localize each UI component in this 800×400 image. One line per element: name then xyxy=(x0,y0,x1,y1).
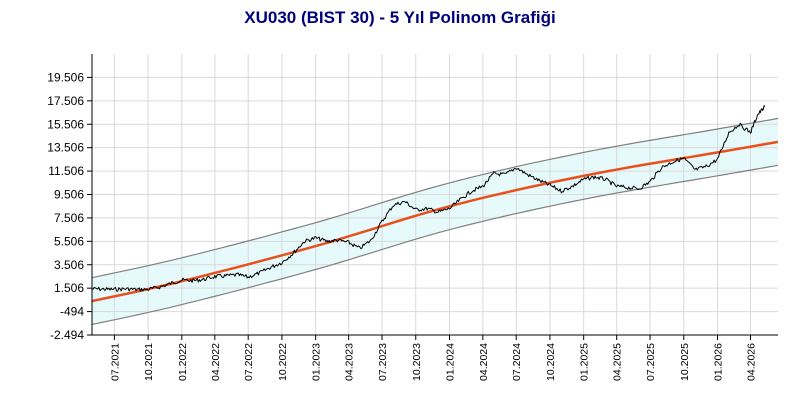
y-tick-label: 7.506 xyxy=(54,211,84,225)
x-tick-label: 07.2024 xyxy=(511,343,523,381)
x-tick-label: 01.2025 xyxy=(579,343,591,381)
x-tick-label: 04.2024 xyxy=(478,343,490,381)
lower-band-line xyxy=(91,164,779,326)
price-line xyxy=(91,105,766,292)
x-tick-label: 01.2026 xyxy=(713,343,725,381)
y-tick-label: 13.506 xyxy=(47,141,84,155)
y-tick-label: 5.506 xyxy=(54,234,84,248)
y-tick-label: -2.494 xyxy=(50,328,84,342)
y-tick-label: 3.506 xyxy=(54,258,84,272)
x-tick-label: 01.2024 xyxy=(444,343,456,381)
y-tick-label: 15.506 xyxy=(47,117,84,131)
x-tick-label: 07.2021 xyxy=(109,343,121,381)
x-tick-label: 07.2022 xyxy=(243,343,255,381)
x-tick-label: 04.2023 xyxy=(344,343,356,381)
x-tick-label: 10.2024 xyxy=(545,343,557,381)
x-tick-label: 04.2025 xyxy=(612,343,624,381)
x-tick-label: 04.2022 xyxy=(210,343,222,381)
y-tick-label: 11.506 xyxy=(48,164,84,178)
x-tick-label: 04.2026 xyxy=(746,343,758,381)
y-tick-label: 19.506 xyxy=(47,70,84,84)
y-tick-label: -494 xyxy=(60,305,84,319)
y-tick-label: 9.506 xyxy=(54,188,84,202)
chart-title: XU030 (BIST 30) - 5 Yıl Polinom Grafiği xyxy=(244,8,556,27)
upper-band-line xyxy=(91,117,779,279)
y-tick-label: 1.506 xyxy=(54,281,84,295)
x-tick-label: 07.2025 xyxy=(645,343,657,381)
x-tick-label: 01.2023 xyxy=(311,343,323,381)
y-tick-label: 17.506 xyxy=(47,94,84,108)
x-tick-label: 07.2023 xyxy=(377,343,389,381)
polynomial-fit-line xyxy=(91,140,779,303)
x-tick-label: 10.2025 xyxy=(679,343,691,381)
x-tick-label: 10.2021 xyxy=(143,343,155,381)
x-tick-label: 10.2022 xyxy=(277,343,289,381)
x-tick-label: 10.2023 xyxy=(411,343,423,381)
channel-band-fill xyxy=(92,118,778,325)
x-tick-label: 01.2022 xyxy=(177,343,189,381)
